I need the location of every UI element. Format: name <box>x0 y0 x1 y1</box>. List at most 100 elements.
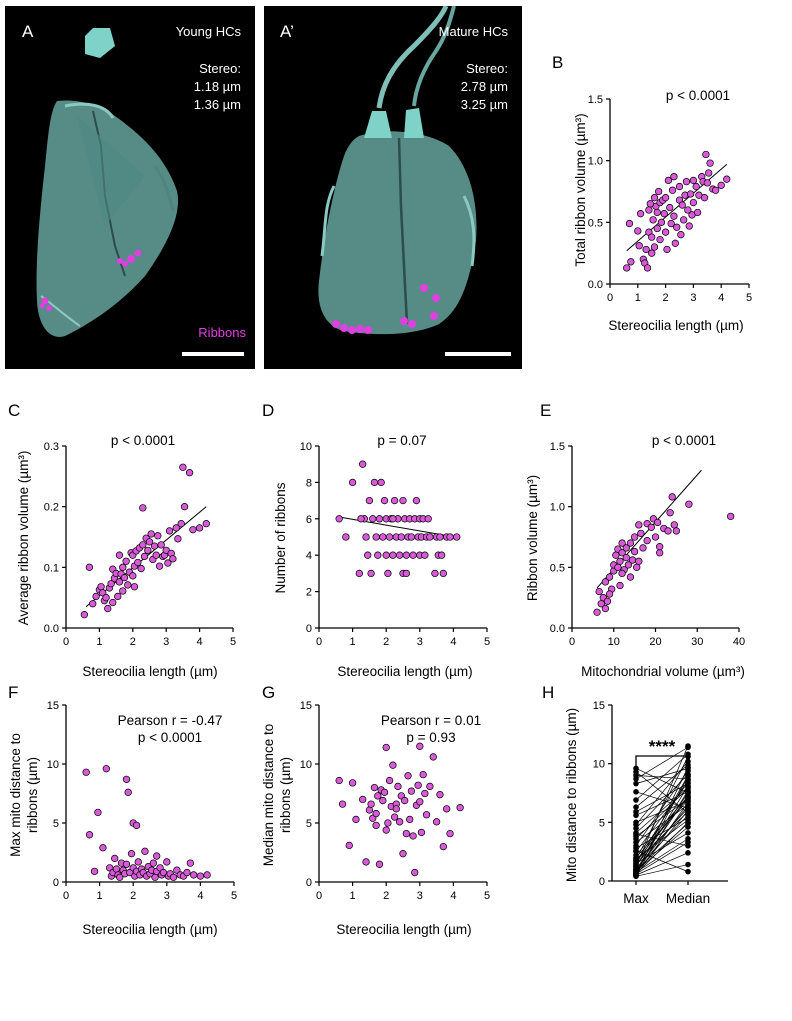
x-tick-label: 2 <box>130 890 136 902</box>
data-point <box>157 541 165 549</box>
data-point <box>436 791 444 799</box>
x-tick-label: 4 <box>450 636 456 648</box>
data-point <box>154 532 162 540</box>
y-tick-label: 0.5 <box>588 217 603 229</box>
data-point <box>382 551 390 559</box>
data-point <box>636 210 645 218</box>
data-point <box>202 520 210 528</box>
pair-line <box>635 852 689 876</box>
data-point <box>664 527 672 535</box>
data-point <box>395 818 404 826</box>
data-point <box>169 555 177 563</box>
y-tick-label: 0 <box>306 623 312 635</box>
data-point <box>163 858 171 866</box>
regression-line <box>626 163 728 252</box>
x-tick-label: 1 <box>97 890 103 902</box>
data-point <box>155 562 164 570</box>
panel-letter-c: C <box>8 401 20 420</box>
pair-line <box>635 841 689 875</box>
data-point <box>380 788 389 796</box>
image-title: Young HCs <box>175 24 241 39</box>
data-point <box>456 804 464 812</box>
data-point <box>703 179 711 187</box>
data-point <box>648 249 656 257</box>
data-point <box>115 551 124 559</box>
data-point <box>453 533 461 541</box>
data-point <box>379 533 387 541</box>
image-title: Mature HCs <box>438 24 508 39</box>
stat-annotation: Pearson r = -0.47 <box>118 713 223 728</box>
data-point <box>107 580 115 588</box>
data-point <box>379 796 387 805</box>
data-point <box>390 813 399 821</box>
data-point <box>119 563 127 571</box>
x-tick-label: 5 <box>484 636 490 648</box>
y-tick-label: 6 <box>306 514 312 526</box>
data-point <box>134 558 142 567</box>
data-point <box>399 496 407 505</box>
data-point <box>377 478 385 487</box>
data-point <box>622 553 630 562</box>
x-tick-label: 3 <box>164 890 170 902</box>
y-tick-label: 10 <box>300 759 312 771</box>
data-point <box>685 850 691 856</box>
x-tick-label: 3 <box>417 636 423 648</box>
y-tick-label: 1.0 <box>588 156 603 168</box>
x-tick-label: 1 <box>350 636 356 648</box>
data-point <box>626 573 635 581</box>
data-point <box>414 781 422 789</box>
data-point <box>595 587 603 596</box>
data-point <box>605 573 614 581</box>
data-point <box>666 509 674 517</box>
y-tick-label: 5 <box>53 818 59 830</box>
x-tick-label: 5 <box>231 890 237 902</box>
data-point <box>633 857 639 864</box>
data-point <box>390 496 399 505</box>
data-point <box>633 847 639 854</box>
significance-bracket <box>635 755 689 770</box>
data-point <box>627 258 635 266</box>
data-point <box>122 557 130 565</box>
data-point <box>618 539 626 547</box>
x-tick-label: 3 <box>163 636 169 648</box>
stat-annotation: p = 0.07 <box>377 433 426 448</box>
pair-line <box>635 756 689 861</box>
data-point <box>97 583 105 591</box>
data-point <box>635 521 643 529</box>
data-point <box>372 821 380 830</box>
data-point <box>661 228 670 236</box>
data-point <box>147 530 155 538</box>
data-point <box>152 551 160 559</box>
data-point <box>370 478 379 487</box>
data-point <box>186 859 194 867</box>
data-point <box>685 839 691 846</box>
data-point <box>593 608 601 616</box>
x-tick-label: 1 <box>350 890 356 902</box>
data-point <box>711 186 720 194</box>
stat-annotation: p = 0.93 <box>406 730 455 745</box>
data-point <box>630 533 639 541</box>
data-point <box>149 859 158 867</box>
data-point <box>672 527 681 535</box>
panel-letter-a: A <box>22 22 34 41</box>
data-point <box>137 564 145 573</box>
pair-line <box>635 802 689 876</box>
x-tick-label: 4 <box>197 890 203 902</box>
data-point <box>649 216 657 224</box>
data-point <box>338 800 347 808</box>
data-point <box>348 779 357 787</box>
data-point <box>183 868 191 877</box>
data-point <box>616 557 624 565</box>
pair-line <box>635 838 689 873</box>
data-point <box>422 811 431 819</box>
data-point <box>139 504 147 512</box>
data-point <box>633 789 639 795</box>
data-point <box>85 563 94 571</box>
data-point <box>643 536 651 545</box>
x-tick-label: 3 <box>417 890 423 902</box>
data-point <box>419 770 427 779</box>
data-point <box>402 551 411 559</box>
data-point <box>134 858 142 866</box>
data-point <box>127 850 136 858</box>
data-point <box>668 493 676 501</box>
